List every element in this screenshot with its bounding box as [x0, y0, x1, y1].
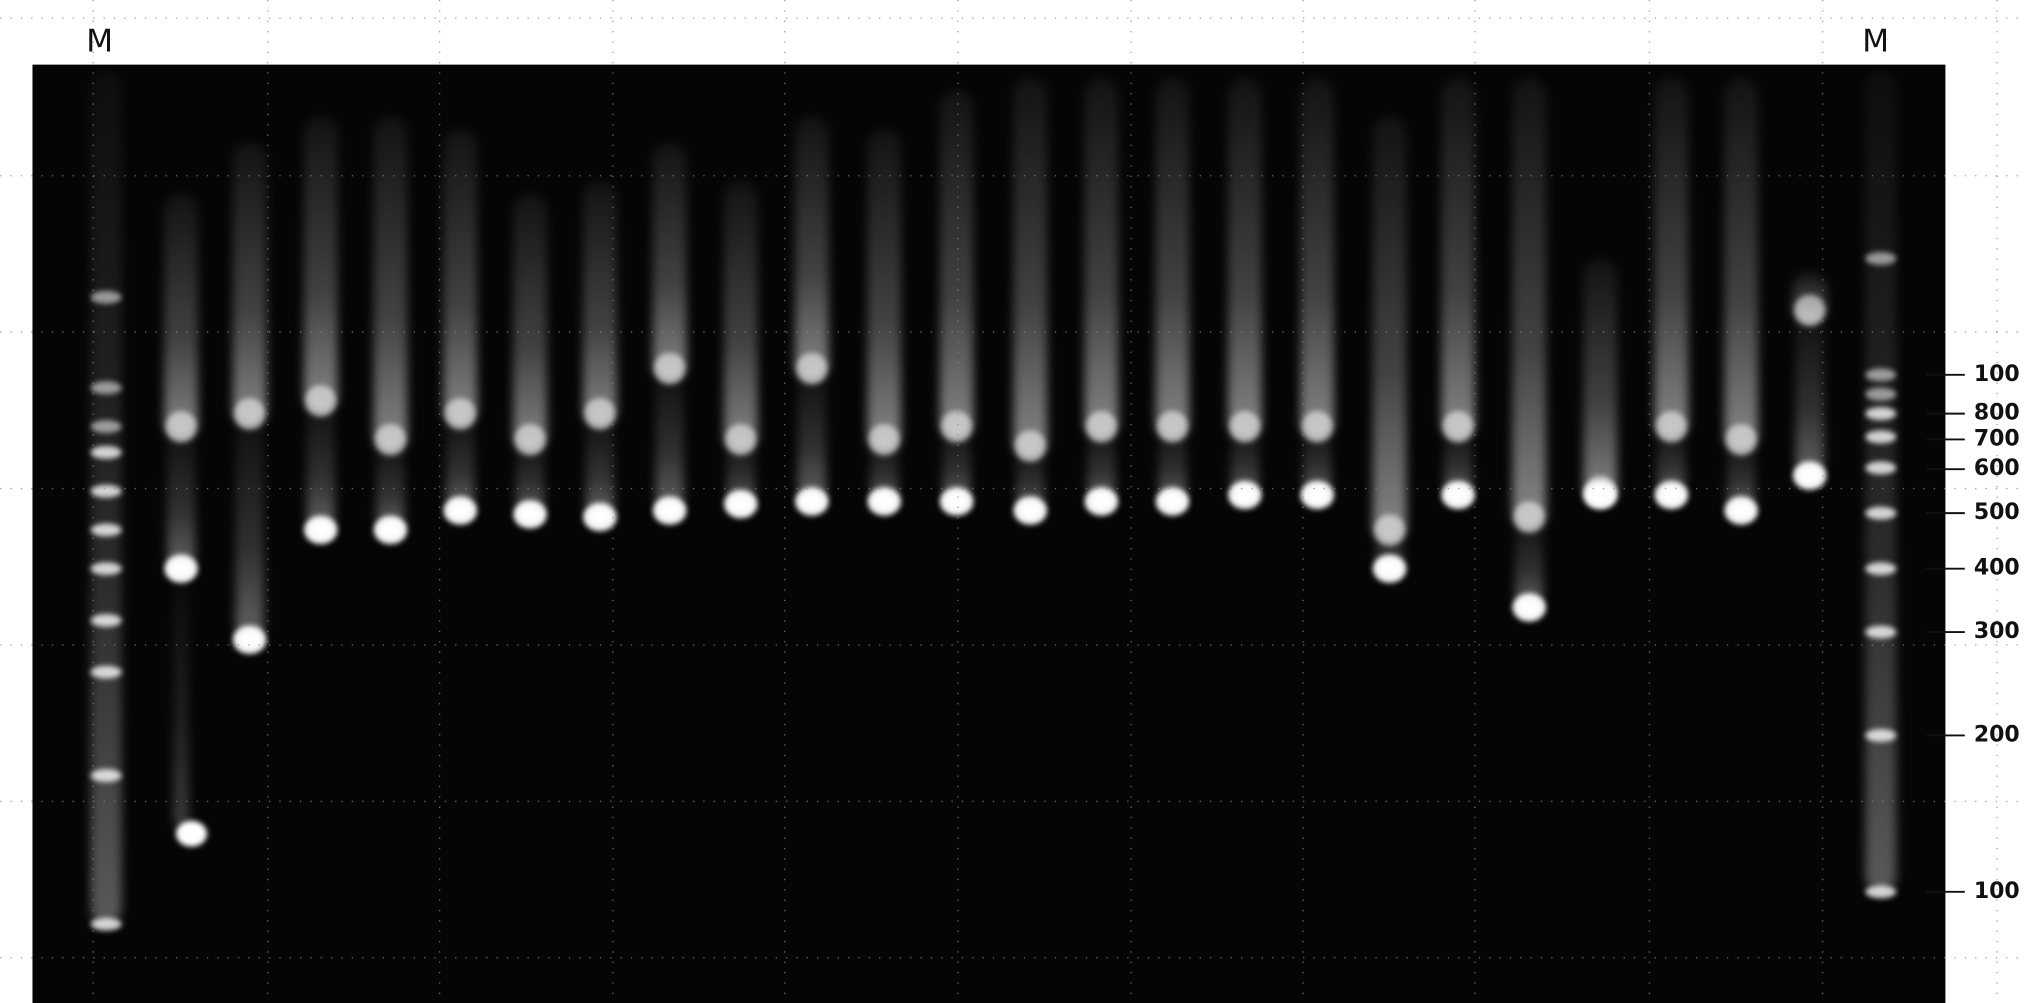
- smear: [940, 90, 974, 439]
- smear: [1512, 78, 1546, 530]
- smear: [1441, 78, 1475, 440]
- band: [91, 485, 122, 498]
- band: [1235, 487, 1256, 503]
- smear: [1228, 78, 1262, 440]
- band: [1865, 729, 1896, 742]
- band: [1865, 368, 1896, 381]
- smear: [798, 368, 826, 501]
- band: [91, 446, 122, 459]
- band: [1661, 487, 1682, 503]
- band: [1020, 503, 1041, 519]
- smear: [724, 181, 758, 452]
- smear: [586, 414, 614, 517]
- smear: [1795, 310, 1823, 475]
- band: [1865, 507, 1896, 520]
- smear: [1584, 259, 1618, 505]
- band: [1865, 562, 1896, 575]
- band: [310, 522, 331, 538]
- band: [91, 291, 122, 304]
- band: [520, 507, 541, 523]
- band: [1448, 487, 1469, 503]
- size-label: 100: [1974, 879, 2020, 904]
- smear: [235, 414, 263, 640]
- smear: [1014, 78, 1048, 459]
- band: [1590, 487, 1611, 503]
- gel-figure: M M 100 800700 600 500 400 300 200 100: [0, 0, 2027, 1003]
- size-label: 400: [1974, 556, 2020, 581]
- smear: [306, 401, 334, 530]
- lane-label: M: [86, 24, 113, 60]
- band: [1865, 407, 1896, 420]
- smear: [583, 181, 617, 427]
- size-label: 100: [1974, 362, 2020, 387]
- smear: [304, 116, 338, 413]
- smear: [446, 414, 474, 511]
- band: [91, 769, 122, 782]
- smear: [164, 194, 198, 440]
- band: [1519, 600, 1540, 616]
- smear: [513, 194, 547, 453]
- smear: [1156, 78, 1190, 440]
- band: [1865, 252, 1896, 265]
- band: [91, 918, 122, 931]
- smear: [653, 142, 687, 381]
- smear: [1724, 78, 1758, 453]
- band: [1865, 885, 1896, 898]
- band: [91, 381, 122, 394]
- band: [1865, 388, 1896, 401]
- smear: [167, 427, 195, 569]
- smear: [1085, 78, 1119, 440]
- smear: [443, 129, 477, 426]
- band: [91, 562, 122, 575]
- band: [659, 503, 680, 519]
- size-label: 200: [1974, 722, 2020, 747]
- lane-label: M: [1862, 24, 1889, 60]
- smear: [1300, 78, 1334, 440]
- size-label: 700: [1974, 426, 2020, 451]
- size-label: 500: [1974, 500, 2020, 525]
- band: [91, 614, 122, 627]
- band: [91, 523, 122, 536]
- page: M M 100800700600500400300200100 {"lanes"…: [0, 0, 2027, 1003]
- size-label: 800: [1974, 401, 2020, 426]
- band: [1865, 626, 1896, 639]
- band: [1091, 494, 1112, 510]
- smear: [1865, 71, 1896, 892]
- band: [91, 420, 122, 433]
- band: [590, 509, 611, 525]
- band: [1162, 494, 1183, 510]
- band: [239, 632, 260, 648]
- smear: [374, 116, 408, 452]
- smear: [233, 142, 267, 426]
- band: [1379, 561, 1400, 577]
- smear: [867, 129, 901, 452]
- band: [874, 494, 895, 510]
- band: [1865, 430, 1896, 443]
- band: [730, 496, 751, 512]
- band: [450, 503, 471, 519]
- band: [1731, 503, 1752, 519]
- band: [380, 522, 401, 538]
- band: [1307, 487, 1328, 503]
- band: [1799, 468, 1820, 484]
- smear: [1655, 78, 1689, 440]
- smear: [795, 116, 829, 381]
- smear: [173, 569, 189, 828]
- smear: [655, 368, 683, 510]
- band: [802, 494, 823, 510]
- band: [91, 666, 122, 679]
- smear: [1373, 116, 1407, 543]
- band: [1865, 461, 1896, 474]
- size-label: 300: [1974, 619, 2020, 644]
- band: [946, 494, 967, 510]
- size-label: 600: [1974, 456, 2020, 481]
